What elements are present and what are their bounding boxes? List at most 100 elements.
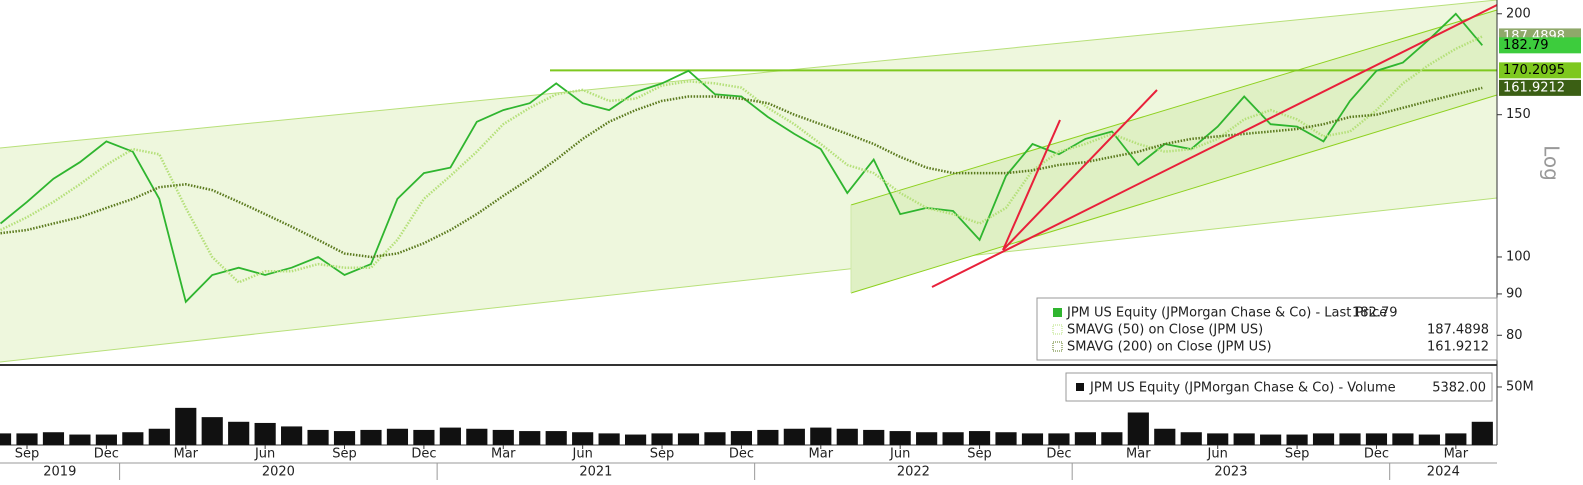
volume-bar — [1260, 434, 1282, 445]
volume-bar — [492, 429, 514, 445]
year-label: 2021 — [579, 465, 612, 480]
volume-bar — [439, 427, 461, 445]
volume-bar — [175, 407, 197, 445]
volume-bar — [1101, 432, 1123, 445]
volume-bar — [1471, 421, 1493, 445]
volume-bar — [624, 434, 647, 445]
x-tick-label: Dec — [1364, 447, 1389, 462]
volume-bar — [519, 431, 541, 445]
y-axis-label: Log — [1540, 145, 1564, 181]
channel-line — [0, 0, 1498, 149]
wide-channel — [0, 0, 1497, 362]
value-tag-label: 161.9212 — [1503, 80, 1565, 95]
legend-swatch — [1076, 383, 1084, 391]
volume-bar — [572, 432, 594, 445]
y-tick-label: 80 — [1506, 328, 1523, 343]
volume-bar — [1365, 433, 1388, 445]
volume-bar — [1445, 433, 1467, 445]
volume-bar — [677, 433, 700, 445]
x-tick-label: Mar — [491, 447, 516, 462]
volume-bar — [1127, 412, 1149, 445]
trend-line — [1002, 119, 1061, 251]
volume-bar — [783, 428, 805, 445]
volume-bar — [281, 426, 303, 445]
volume-bar — [1180, 432, 1202, 445]
volume-bar — [307, 429, 329, 445]
y-tick-label: 200 — [1506, 6, 1531, 21]
value-tag — [1499, 62, 1581, 79]
volume-bar — [201, 417, 223, 445]
volume-bar — [598, 433, 620, 445]
x-tick-label: Dec — [729, 447, 754, 462]
x-tick-label: Jun — [1207, 447, 1228, 462]
volume-bar — [916, 432, 938, 445]
x-tick-label: Jun — [889, 447, 910, 462]
year-label: 2022 — [897, 465, 930, 480]
volume-bar — [1074, 432, 1096, 445]
volume-bar — [810, 427, 832, 445]
volume-bar — [42, 432, 65, 445]
volume-bar — [1339, 433, 1361, 445]
y-tick-label: 100 — [1506, 249, 1531, 264]
moving-average-line — [0, 35, 1483, 284]
year-label: 2020 — [262, 465, 295, 480]
volume-bar — [95, 434, 117, 445]
volume-bar — [1207, 433, 1229, 445]
channel-line — [850, 94, 1498, 294]
volume-bar — [254, 422, 276, 445]
value-tag — [1499, 79, 1581, 96]
volume-bar — [360, 429, 382, 445]
trend-line — [931, 4, 1498, 288]
volume-bar — [69, 434, 91, 445]
x-tick-label: Jun — [254, 447, 275, 462]
volume-bar — [333, 431, 356, 445]
x-tick-label: Mar — [173, 447, 198, 462]
x-tick-label: Dec — [1046, 447, 1071, 462]
legend-box — [1065, 372, 1493, 402]
volume-bar — [148, 428, 170, 445]
volume-bar — [863, 429, 885, 445]
volume-bar — [1048, 433, 1070, 445]
x-tick-label: Mar — [1126, 447, 1151, 462]
year-label: 2024 — [1427, 465, 1460, 480]
legend-swatch — [1052, 324, 1063, 335]
legend-value: 182.79 — [1352, 306, 1398, 321]
legend-label: JPM US Equity (JPMorgan Chase & Co) - La… — [1066, 306, 1387, 321]
year-label: 2023 — [1214, 465, 1247, 480]
legend-box — [1036, 297, 1498, 361]
x-tick-label: Sep — [332, 447, 357, 462]
volume-bar — [413, 429, 435, 445]
volume-bar — [1392, 433, 1414, 445]
channel-line — [850, 9, 1498, 206]
value-tag-label: 170.2095 — [1503, 63, 1565, 78]
x-tick-label: Jun — [572, 447, 593, 462]
x-tick-label: Sep — [967, 447, 992, 462]
y-tick-label: 50M — [1506, 379, 1534, 394]
x-tick-label: Mar — [809, 447, 834, 462]
channel-line — [0, 197, 1498, 363]
volume-bar — [757, 429, 779, 445]
volume-bar — [836, 428, 858, 445]
trend-lines — [931, 4, 1498, 288]
x-tick-label: Sep — [650, 447, 675, 462]
legend-swatch — [1053, 308, 1062, 317]
legend-label: JPM US Equity (JPMorgan Chase & Co) - Vo… — [1089, 381, 1396, 396]
legend-value: 187.4898 — [1427, 323, 1489, 338]
volume-bar — [1021, 433, 1044, 445]
x-tick-label: Sep — [1285, 447, 1310, 462]
volume-bar — [16, 433, 38, 445]
volume-bar — [0, 433, 12, 445]
volume-bar — [1286, 434, 1308, 445]
x-tick-label: Sep — [15, 447, 40, 462]
volume-bar — [995, 432, 1017, 445]
y-tick-label: 90 — [1506, 286, 1523, 301]
volume-bar — [704, 432, 726, 445]
volume-bar — [651, 433, 673, 445]
legend-value: 161.9212 — [1427, 340, 1489, 355]
volume-bar — [1312, 433, 1335, 445]
volume-bar — [122, 432, 144, 445]
value-tag-label: 182.79 — [1503, 38, 1549, 53]
volume-bar — [1418, 434, 1440, 445]
legend: JPM US Equity (JPMorgan Chase & Co) - La… — [1036, 297, 1498, 402]
